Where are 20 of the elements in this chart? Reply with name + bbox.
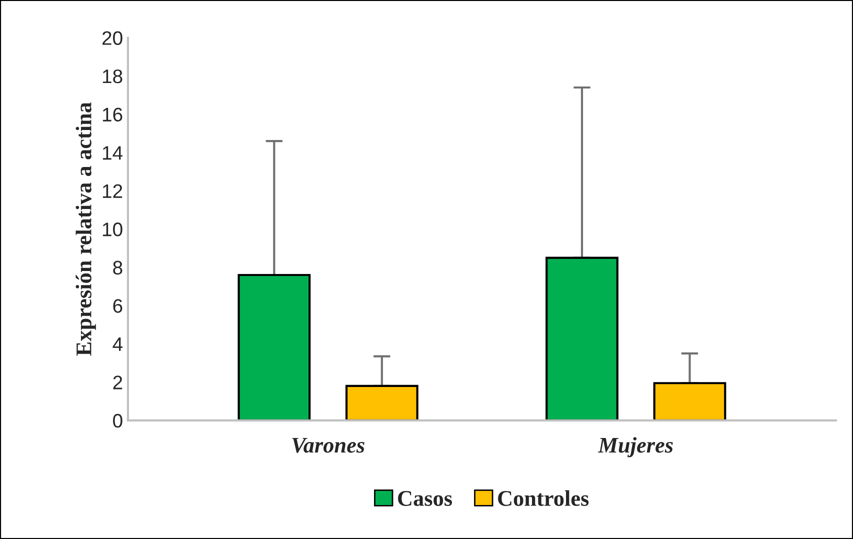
y-tick-label: 4 [112, 338, 123, 351]
x-tick-label: Mujeres [598, 437, 673, 458]
x-tick-label: Varones [292, 438, 364, 453]
bar [653, 382, 726, 420]
bar [345, 384, 418, 420]
y-axis-title: Expresión relativa a actina [76, 102, 96, 356]
y-tick-label: 8 [113, 260, 122, 275]
y-tick-label: 16 [102, 108, 122, 122]
legend-label: Controles [498, 490, 589, 506]
y-tick-label: 14 [102, 146, 123, 160]
legend-label: Casos [398, 491, 452, 506]
bar [546, 256, 618, 420]
y-tick-label: 0 [113, 414, 122, 428]
y-tick-label: 10 [102, 222, 122, 236]
y-tick-label: 2 [113, 376, 122, 390]
y-tick-label: 18 [102, 69, 122, 84]
y-tick-label: 6 [113, 299, 122, 313]
bar [238, 274, 311, 420]
y-tick-label: 12 [102, 184, 122, 198]
y-tick-label: 20 [102, 31, 122, 45]
